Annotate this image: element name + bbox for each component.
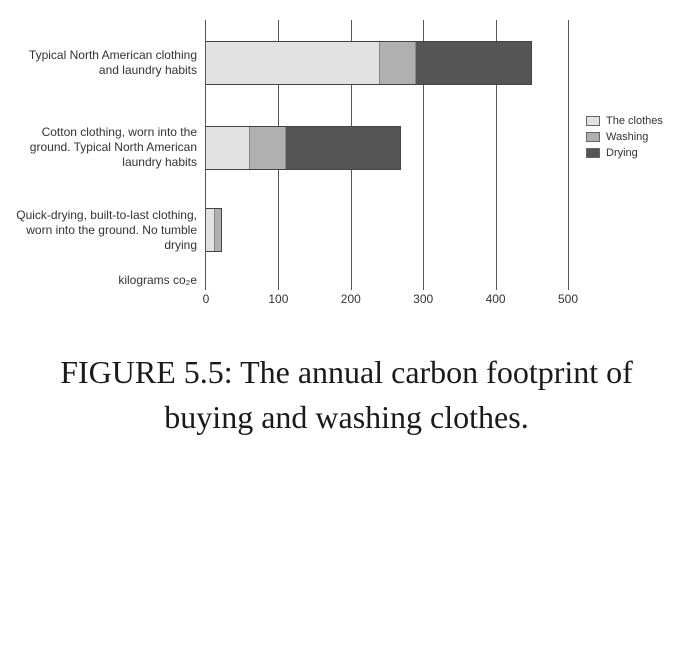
legend-swatch — [586, 148, 600, 158]
bar-segment-clothes — [206, 209, 214, 251]
legend-item-clothes: The clothes — [586, 115, 683, 127]
x-tick-label: 0 — [203, 292, 210, 306]
legend-swatch — [586, 116, 600, 126]
category-label-text: Cotton clothing, worn into the ground. T… — [10, 125, 197, 170]
bar-stack — [206, 126, 401, 170]
x-axis-title: kilograms co₂e — [10, 270, 197, 290]
bar-segment-washing — [379, 42, 415, 84]
figure-caption: FIGURE 5.5: The annual carbon footprint … — [10, 350, 683, 440]
figure: Typical North American clothing and laun… — [10, 20, 683, 440]
bar-segment-washing — [214, 209, 221, 251]
category-label-text: Quick-drying, built-to-last clothing, wo… — [10, 208, 197, 253]
bar-segment-drying — [285, 127, 400, 169]
x-tick-label: 300 — [413, 292, 433, 306]
x-tick-label: 100 — [268, 292, 288, 306]
gridline — [568, 20, 569, 290]
chart-area: Typical North American clothing and laun… — [10, 20, 683, 290]
x-tick-label: 500 — [558, 292, 578, 306]
x-axis-title-text: kilograms co₂e — [118, 273, 197, 288]
legend-label: Drying — [606, 147, 638, 159]
plot-area: 0100200300400500 — [205, 20, 568, 290]
bar-row — [206, 20, 568, 105]
bars-container — [206, 20, 568, 290]
bar-row — [206, 105, 568, 190]
category-label: Typical North American clothing and laun… — [10, 20, 197, 105]
bar-segment-washing — [249, 127, 285, 169]
bar-stack — [206, 208, 222, 252]
legend-swatch — [586, 132, 600, 142]
bar-row — [206, 190, 568, 270]
bar-segment-clothes — [206, 42, 379, 84]
legend-item-drying: Drying — [586, 147, 683, 159]
category-label-text: Typical North American clothing and laun… — [10, 48, 197, 78]
legend-label: The clothes — [606, 115, 663, 127]
category-label: Cotton clothing, worn into the ground. T… — [10, 105, 197, 190]
bar-segment-clothes — [206, 127, 249, 169]
x-tick-label: 400 — [486, 292, 506, 306]
legend: The clothes Washing Drying — [568, 20, 683, 163]
category-label: Quick-drying, built-to-last clothing, wo… — [10, 190, 197, 270]
bar-segment-drying — [415, 42, 530, 84]
y-axis-labels: Typical North American clothing and laun… — [10, 20, 205, 290]
plot-with-labels: Typical North American clothing and laun… — [10, 20, 568, 290]
x-tick-label: 200 — [341, 292, 361, 306]
legend-label: Washing — [606, 131, 648, 143]
legend-item-washing: Washing — [586, 131, 683, 143]
x-axis-ticks: 0100200300400500 — [206, 292, 568, 312]
bar-stack — [206, 41, 532, 85]
